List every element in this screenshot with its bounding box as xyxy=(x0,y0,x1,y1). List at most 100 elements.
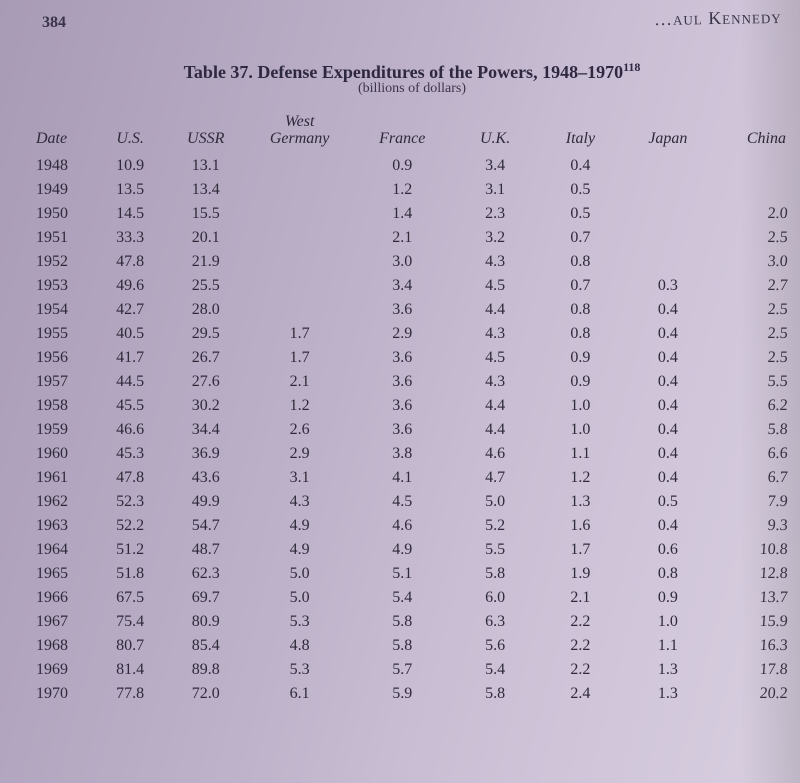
cell-china: 17.8 xyxy=(713,658,790,682)
cell-wg xyxy=(246,226,354,250)
cell-japan: 1.1 xyxy=(621,634,714,658)
cell-china: 6.6 xyxy=(713,442,790,466)
cell-ussr: 15.5 xyxy=(166,202,246,226)
cell-japan: 0.4 xyxy=(621,514,714,538)
cell-wg xyxy=(246,178,354,202)
cell-china: 2.5 xyxy=(713,322,790,346)
table-row: 196252.349.94.34.55.01.30.57.9 xyxy=(34,490,790,514)
cell-ussr: 48.7 xyxy=(166,538,246,562)
table-row: 196775.480.95.35.86.32.21.015.9 xyxy=(34,610,790,634)
cell-china: 20.2 xyxy=(713,682,790,706)
cell-italy: 1.3 xyxy=(539,490,621,514)
cell-wg: 1.7 xyxy=(246,346,354,370)
cell-ussr: 20.1 xyxy=(166,226,246,250)
cell-year: 1953 xyxy=(34,274,94,298)
cell-japan: 0.4 xyxy=(621,370,714,394)
cell-ussr: 21.9 xyxy=(166,250,246,274)
col-china: China xyxy=(714,111,790,154)
cell-china: 2.5 xyxy=(713,346,790,370)
cell-wg xyxy=(246,202,354,226)
cell-france: 3.6 xyxy=(354,418,451,442)
cell-us: 45.5 xyxy=(94,394,165,418)
table-title-text: Table 37. Defense Expenditures of the Po… xyxy=(184,62,624,82)
cell-china xyxy=(713,178,790,202)
table-row: 196880.785.44.85.85.62.21.116.3 xyxy=(34,634,790,658)
cell-year: 1959 xyxy=(34,418,94,442)
cell-wg xyxy=(246,250,354,274)
table-title: Table 37. Defense Expenditures of the Po… xyxy=(34,60,790,83)
cell-japan: 0.9 xyxy=(621,586,714,610)
cell-year: 1964 xyxy=(34,538,94,562)
cell-uk: 4.4 xyxy=(451,298,540,322)
cell-china: 9.3 xyxy=(713,514,790,538)
cell-us: 42.7 xyxy=(94,298,165,322)
cell-france: 4.9 xyxy=(354,538,451,562)
cell-wg: 5.3 xyxy=(246,610,354,634)
col-france: France xyxy=(354,111,451,154)
cell-china: 2.7 xyxy=(713,274,790,298)
cell-france: 5.8 xyxy=(354,634,451,658)
col-uk: U.K. xyxy=(451,111,540,154)
cell-japan: 0.4 xyxy=(621,322,714,346)
cell-year: 1963 xyxy=(34,514,94,538)
cell-ussr: 72.0 xyxy=(166,682,246,706)
cell-italy: 1.7 xyxy=(539,538,621,562)
table-row: 195845.530.21.23.64.41.00.46.2 xyxy=(34,394,790,418)
cell-ussr: 29.5 xyxy=(166,322,246,346)
cell-japan xyxy=(621,202,714,226)
cell-year: 1954 xyxy=(34,298,94,322)
cell-us: 75.4 xyxy=(94,610,165,634)
cell-italy: 0.8 xyxy=(539,322,621,346)
cell-year: 1950 xyxy=(34,202,94,226)
cell-france: 4.1 xyxy=(354,466,451,490)
cell-japan xyxy=(621,250,714,274)
table-row: 195540.529.51.72.94.30.80.42.5 xyxy=(34,322,790,346)
cell-japan: 0.4 xyxy=(621,442,714,466)
cell-italy: 0.5 xyxy=(539,202,621,226)
cell-us: 13.5 xyxy=(94,178,165,202)
cell-year: 1962 xyxy=(34,490,94,514)
cell-uk: 5.2 xyxy=(451,514,540,538)
table-row: 195946.634.42.63.64.41.00.45.8 xyxy=(34,418,790,442)
table-row: 194913.513.41.23.10.5 xyxy=(34,178,790,202)
cell-japan: 0.4 xyxy=(621,418,714,442)
cell-year: 1952 xyxy=(34,250,94,274)
cell-uk: 6.3 xyxy=(451,610,540,634)
cell-year: 1955 xyxy=(34,322,94,346)
cell-ussr: 26.7 xyxy=(166,346,246,370)
col-japan: Japan xyxy=(621,111,714,154)
cell-uk: 4.5 xyxy=(451,274,540,298)
cell-us: 14.5 xyxy=(94,202,165,226)
table-row: 195641.726.71.73.64.50.90.42.5 xyxy=(34,346,790,370)
cell-ussr: 25.5 xyxy=(166,274,246,298)
cell-year: 1951 xyxy=(34,226,94,250)
cell-wg: 3.1 xyxy=(246,466,354,490)
cell-japan: 1.3 xyxy=(621,682,714,706)
col-italy: Italy xyxy=(539,111,621,154)
cell-china: 6.7 xyxy=(713,466,790,490)
cell-us: 51.8 xyxy=(94,562,165,586)
cell-italy: 0.9 xyxy=(539,346,621,370)
cell-year: 1960 xyxy=(34,442,94,466)
cell-us: 40.5 xyxy=(94,322,165,346)
cell-uk: 4.4 xyxy=(451,394,540,418)
cell-china: 16.3 xyxy=(713,634,790,658)
cell-japan: 1.0 xyxy=(621,610,714,634)
cell-italy: 0.5 xyxy=(539,178,621,202)
cell-ussr: 43.6 xyxy=(166,466,246,490)
cell-france: 3.6 xyxy=(354,394,451,418)
cell-year: 1968 xyxy=(34,634,94,658)
cell-us: 45.3 xyxy=(94,442,165,466)
cell-china: 5.8 xyxy=(713,418,790,442)
cell-ussr: 89.8 xyxy=(166,658,246,682)
cell-france: 3.6 xyxy=(354,370,451,394)
cell-wg xyxy=(246,274,354,298)
cell-italy: 0.7 xyxy=(539,226,621,250)
cell-japan xyxy=(621,226,714,250)
cell-uk: 4.7 xyxy=(451,466,540,490)
cell-china: 10.8 xyxy=(713,538,790,562)
cell-ussr: 85.4 xyxy=(166,634,246,658)
cell-china: 13.7 xyxy=(713,586,790,610)
cell-uk: 4.3 xyxy=(451,370,540,394)
cell-us: 41.7 xyxy=(94,346,165,370)
